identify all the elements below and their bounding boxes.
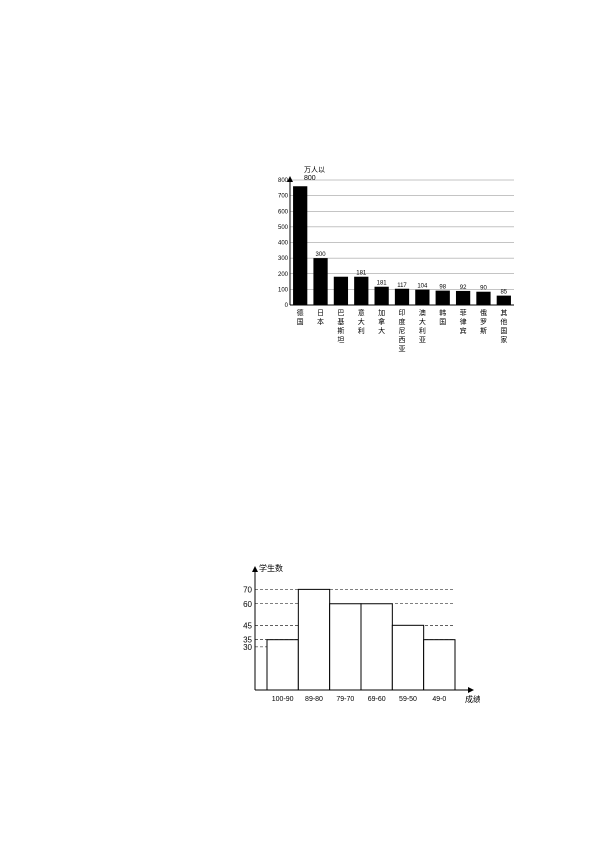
svg-text:国: 国 [297,318,304,326]
svg-text:意: 意 [358,308,365,317]
svg-text:澳: 澳 [419,308,426,317]
svg-text:200: 200 [278,272,289,278]
bar-chart-population: 0100200300400500600700800万人以800德国300日本巴基… [260,160,520,360]
chart1-svg: 0100200300400500600700800万人以800德国300日本巴基… [260,160,520,360]
svg-text:坦: 坦 [337,335,344,344]
svg-text:他: 他 [500,317,507,326]
svg-text:度: 度 [399,317,406,326]
svg-text:35: 35 [243,636,252,645]
svg-text:104: 104 [417,284,428,290]
svg-text:60: 60 [243,600,252,609]
svg-text:59-50: 59-50 [399,696,417,703]
svg-text:利: 利 [419,326,426,335]
svg-text:万人以: 万人以 [304,166,325,174]
svg-text:亚: 亚 [399,345,406,353]
svg-text:89-80: 89-80 [305,696,323,703]
svg-text:98: 98 [439,285,446,291]
svg-text:800: 800 [304,175,316,182]
svg-text:罗: 罗 [480,318,487,326]
svg-text:斯: 斯 [480,326,487,335]
svg-text:日: 日 [317,309,324,317]
svg-text:0: 0 [285,303,289,309]
svg-text:家: 家 [500,335,507,344]
svg-text:500: 500 [278,225,289,231]
svg-text:其: 其 [500,309,507,317]
svg-text:大: 大 [419,317,426,326]
svg-text:79-70: 79-70 [336,696,354,703]
svg-text:尼: 尼 [399,327,406,335]
chart2-svg: 学生数成绩3035456070100-9089-8079-7069-6059-5… [220,560,480,720]
svg-text:西: 西 [399,336,406,344]
svg-text:49-0: 49-0 [432,696,446,703]
svg-text:斯: 斯 [337,326,344,335]
svg-text:69-60: 69-60 [368,696,386,703]
svg-text:大: 大 [358,317,365,326]
svg-text:181: 181 [356,271,367,277]
svg-text:600: 600 [278,209,289,215]
svg-text:国: 国 [500,327,507,335]
svg-text:俄: 俄 [480,308,487,317]
svg-text:92: 92 [460,285,467,291]
svg-text:100: 100 [278,287,289,293]
svg-text:利: 利 [358,326,365,335]
svg-text:181: 181 [377,281,388,287]
svg-text:85: 85 [500,290,507,296]
svg-text:德: 德 [297,308,304,317]
svg-text:大: 大 [378,326,385,335]
svg-text:学生数: 学生数 [259,563,283,573]
svg-text:基: 基 [337,317,344,326]
svg-text:117: 117 [397,283,407,289]
svg-text:国: 国 [439,318,446,326]
svg-text:300: 300 [278,256,289,262]
histogram-scores: 学生数成绩3035456070100-9089-8079-7069-6059-5… [220,560,480,720]
svg-text:成绩: 成绩 [465,694,480,704]
svg-text:韩: 韩 [439,308,446,317]
svg-text:加: 加 [378,308,385,317]
svg-text:45: 45 [243,621,252,630]
svg-text:宾: 宾 [460,326,467,335]
svg-text:亚: 亚 [419,336,426,344]
svg-text:拿: 拿 [378,317,385,326]
svg-text:菲: 菲 [460,308,467,317]
svg-text:300: 300 [316,252,327,258]
svg-text:800: 800 [278,178,289,184]
svg-text:印: 印 [399,309,406,317]
svg-text:90: 90 [480,286,487,292]
svg-text:70: 70 [243,585,252,594]
svg-text:巴: 巴 [337,309,344,317]
svg-text:700: 700 [278,194,289,200]
svg-text:本: 本 [317,317,324,326]
svg-text:律: 律 [460,317,467,326]
svg-text:400: 400 [278,241,289,247]
svg-text:100-90: 100-90 [272,696,294,703]
